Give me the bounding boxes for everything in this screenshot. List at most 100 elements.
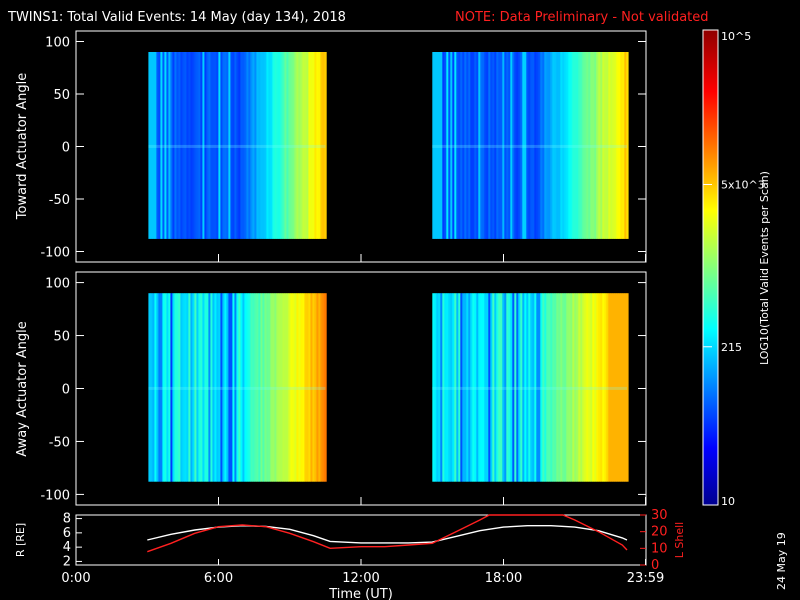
heatmap-column — [566, 52, 569, 239]
heatmap-column — [218, 293, 221, 482]
heatmap-column — [270, 52, 273, 239]
heatmap-column — [484, 293, 487, 482]
heatmap-column — [246, 52, 249, 239]
heatmap-column — [556, 293, 559, 482]
heatmap-column — [556, 52, 559, 239]
radius-tick-label: 2 — [63, 554, 71, 569]
heatmap-column — [480, 293, 483, 482]
heatmap-column — [194, 52, 197, 239]
heatmap-column — [232, 293, 235, 482]
heatmap-column — [560, 293, 563, 482]
heatmap-column — [546, 293, 549, 482]
heatmap-column — [450, 52, 453, 239]
heatmap-column — [282, 293, 285, 482]
heatmap-column — [602, 293, 605, 482]
heatmap-column — [318, 52, 321, 239]
heatmap-column — [192, 52, 195, 239]
heatmap-column — [288, 293, 291, 482]
heatmap-column — [230, 293, 233, 482]
heatmap-column — [568, 52, 571, 239]
heatmap-column — [616, 293, 619, 482]
heatmap-column — [610, 293, 613, 482]
time-tick-label: 23:59 — [627, 571, 664, 586]
heatmap-column — [572, 293, 575, 482]
heatmap-column — [486, 293, 489, 482]
heatmap-column — [606, 52, 609, 239]
toward-ylabel: Toward Actuator Angle — [15, 73, 30, 220]
heatmap-column — [246, 293, 249, 482]
heatmap-column — [156, 52, 159, 239]
heatmap-column — [472, 293, 475, 482]
heatmap-column — [208, 52, 211, 239]
heatmap-column — [286, 52, 289, 239]
heatmap-column — [280, 293, 283, 482]
heatmap-column — [170, 293, 173, 482]
heatmap-column — [534, 293, 537, 482]
ytick-label: 0 — [62, 383, 70, 398]
heatmap-column — [586, 293, 589, 482]
heatmap-column — [320, 52, 323, 239]
heatmap-column — [598, 52, 601, 239]
heatmap-column — [436, 52, 439, 239]
date-stamp: 24 May 19 — [775, 532, 788, 590]
preliminary-note: NOTE: Data Preliminary - Not validated — [455, 10, 709, 25]
heatmap-column — [564, 293, 567, 482]
heatmap-column — [530, 52, 533, 239]
heatmap-column — [150, 52, 153, 239]
heatmap-column — [464, 293, 467, 482]
heatmap-column — [202, 52, 205, 239]
heatmap-column — [460, 293, 463, 482]
heatmap-column — [594, 293, 597, 482]
heatmap-column — [528, 52, 531, 239]
heatmap-column — [198, 293, 201, 482]
heatmap-column — [312, 52, 315, 239]
heatmap-column — [600, 52, 603, 239]
zero-band — [432, 386, 627, 390]
heatmap-column — [210, 52, 213, 239]
heatmap-column — [484, 52, 487, 239]
heatmap-column — [322, 52, 325, 239]
orbit-frame — [75, 514, 647, 566]
heatmap-column — [174, 52, 177, 239]
orbit-lines — [147, 514, 628, 553]
heatmap-column — [576, 52, 579, 239]
heatmap-column — [576, 293, 579, 482]
heatmap-column — [458, 293, 461, 482]
heatmap-column — [488, 293, 491, 482]
colorbar-gradient — [702, 29, 719, 506]
heatmap-column — [232, 52, 235, 239]
heatmap-column — [614, 52, 617, 239]
ytick-label: -50 — [49, 193, 70, 208]
heatmap-column — [468, 52, 471, 239]
heatmap-column — [298, 52, 301, 239]
heatmap-column — [592, 293, 595, 482]
heatmap-column — [554, 293, 557, 482]
heatmap-column — [582, 52, 585, 239]
heatmap-column — [308, 52, 311, 239]
heatmap-column — [206, 293, 209, 482]
away-ylabel: Away Actuator Angle — [15, 321, 30, 456]
heatmap-column — [240, 52, 243, 239]
heatmap-column — [476, 52, 479, 239]
heatmap-column — [612, 293, 615, 482]
radius-axis-label: R [RE] — [14, 523, 27, 557]
heatmap-column — [294, 293, 297, 482]
heatmap-column — [322, 293, 325, 482]
heatmap-column — [178, 52, 181, 239]
heatmap-column — [264, 293, 267, 482]
heatmap-column — [588, 52, 591, 239]
ytick-label: 50 — [53, 88, 70, 103]
heatmap-column — [596, 52, 599, 239]
heatmap-column — [276, 293, 279, 482]
heatmap-column — [514, 52, 517, 239]
heatmap-column — [456, 52, 459, 239]
heatmap-column — [240, 293, 243, 482]
heatmap-column — [254, 293, 257, 482]
heatmap-column — [272, 52, 275, 239]
heatmap-column — [186, 293, 189, 482]
heatmap-column — [494, 293, 497, 482]
heatmap-column — [582, 293, 585, 482]
heatmap-column — [540, 293, 543, 482]
